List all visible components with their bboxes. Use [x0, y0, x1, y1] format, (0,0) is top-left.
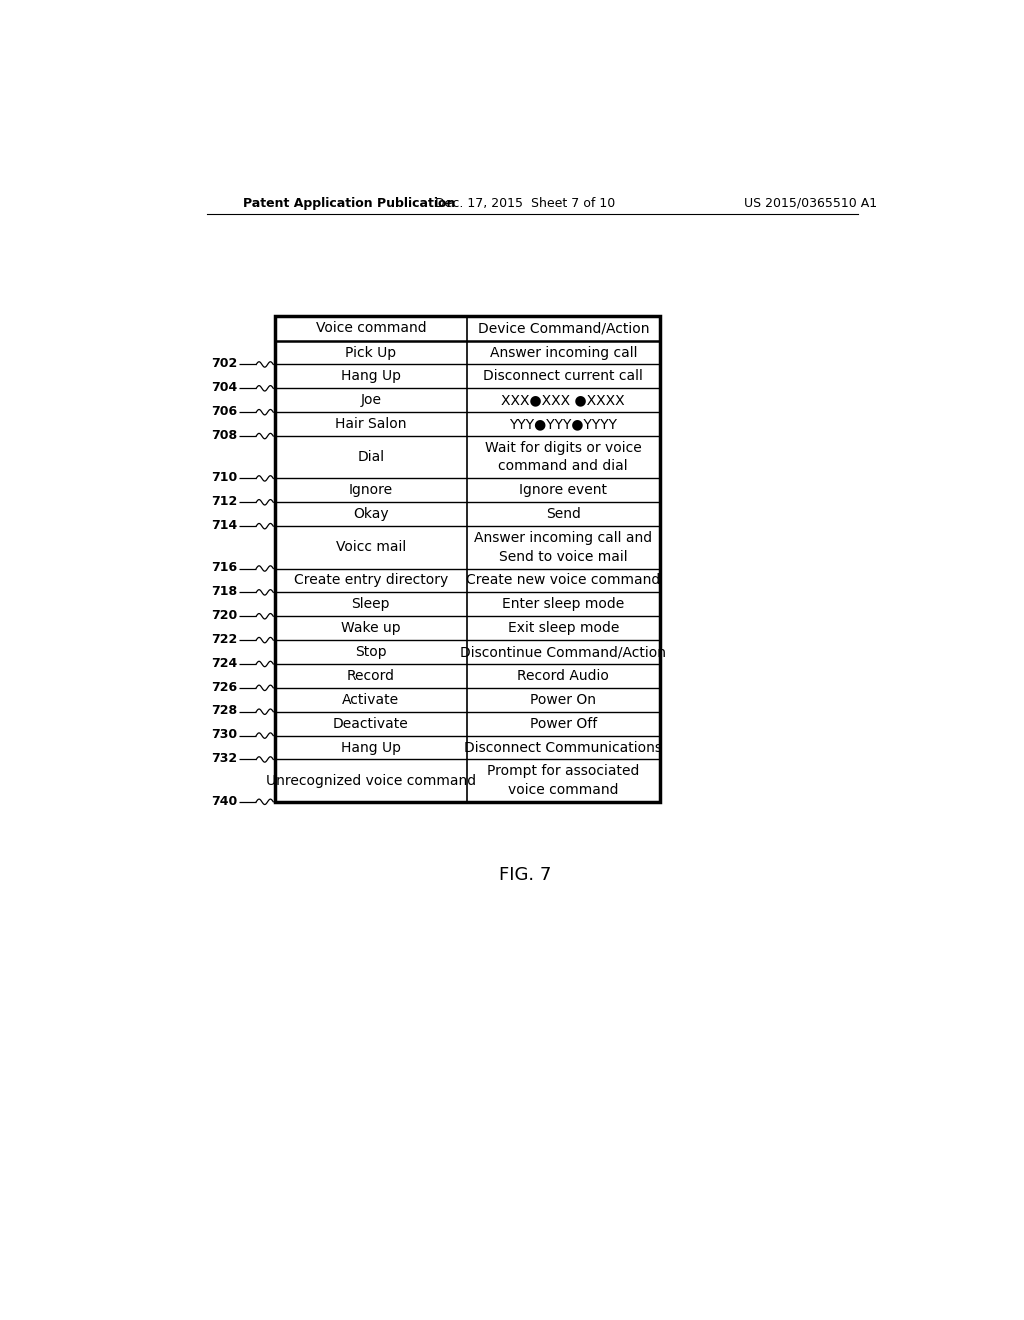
Text: Dec. 17, 2015  Sheet 7 of 10: Dec. 17, 2015 Sheet 7 of 10 — [434, 197, 615, 210]
Text: 712: 712 — [211, 495, 238, 508]
Text: Disconnect Communications: Disconnect Communications — [464, 741, 663, 755]
Text: Send: Send — [546, 507, 581, 521]
Text: Wait for digits or voice
command and dial: Wait for digits or voice command and dia… — [485, 441, 642, 474]
Text: Enter sleep mode: Enter sleep mode — [502, 598, 625, 611]
Text: Voicc mail: Voicc mail — [336, 540, 406, 554]
Text: Disconnect current call: Disconnect current call — [483, 370, 643, 383]
Text: Power On: Power On — [530, 693, 596, 706]
Text: Voice command: Voice command — [315, 321, 426, 335]
Text: Hang Up: Hang Up — [341, 741, 400, 755]
Text: 726: 726 — [212, 681, 238, 693]
Text: XXX●XXX ●XXXX: XXX●XXX ●XXXX — [502, 393, 625, 408]
Text: FIG. 7: FIG. 7 — [499, 866, 551, 884]
Text: Create entry directory: Create entry directory — [294, 573, 447, 587]
Text: Device Command/Action: Device Command/Action — [477, 321, 649, 335]
Text: Wake up: Wake up — [341, 622, 400, 635]
Text: Pick Up: Pick Up — [345, 346, 396, 359]
Text: Prompt for associated
voice command: Prompt for associated voice command — [487, 764, 639, 797]
Text: 702: 702 — [211, 358, 238, 370]
Text: Discontinue Command/Action: Discontinue Command/Action — [461, 645, 667, 659]
Text: 722: 722 — [211, 632, 238, 645]
Text: Hair Salon: Hair Salon — [335, 417, 407, 432]
Text: Stop: Stop — [355, 645, 387, 659]
Bar — [274, 315, 659, 801]
Text: 708: 708 — [212, 429, 238, 442]
Text: Ignore event: Ignore event — [519, 483, 607, 498]
Text: 710: 710 — [211, 471, 238, 484]
Text: Power Off: Power Off — [529, 717, 597, 731]
Text: 728: 728 — [212, 705, 238, 718]
Text: Joe: Joe — [360, 393, 381, 408]
Text: 730: 730 — [212, 729, 238, 742]
Text: Deactivate: Deactivate — [333, 717, 409, 731]
Text: Okay: Okay — [353, 507, 389, 521]
Text: 740: 740 — [211, 795, 238, 808]
Text: Hang Up: Hang Up — [341, 370, 400, 383]
Text: 716: 716 — [212, 561, 238, 574]
Text: Record: Record — [347, 669, 395, 682]
Text: 732: 732 — [212, 752, 238, 766]
Text: Dial: Dial — [357, 450, 384, 465]
Text: US 2015/0365510 A1: US 2015/0365510 A1 — [743, 197, 878, 210]
Text: 714: 714 — [211, 519, 238, 532]
Text: Ignore: Ignore — [349, 483, 393, 498]
Text: Unrecognized voice command: Unrecognized voice command — [266, 774, 476, 788]
Text: Answer incoming call: Answer incoming call — [489, 346, 637, 359]
Text: Exit sleep mode: Exit sleep mode — [508, 622, 618, 635]
Text: Record Audio: Record Audio — [517, 669, 609, 682]
Text: 706: 706 — [212, 405, 238, 418]
Text: 724: 724 — [211, 657, 238, 669]
Text: 718: 718 — [212, 585, 238, 598]
Text: Answer incoming call and
Send to voice mail: Answer incoming call and Send to voice m… — [474, 531, 652, 564]
Text: 704: 704 — [211, 381, 238, 395]
Text: Patent Application Publication: Patent Application Publication — [243, 197, 456, 210]
Text: Activate: Activate — [342, 693, 399, 706]
Text: 720: 720 — [211, 609, 238, 622]
Text: YYY●YYY●YYYY: YYY●YYY●YYYY — [509, 417, 617, 432]
Text: Sleep: Sleep — [351, 598, 390, 611]
Text: Create new voice command: Create new voice command — [466, 573, 660, 587]
